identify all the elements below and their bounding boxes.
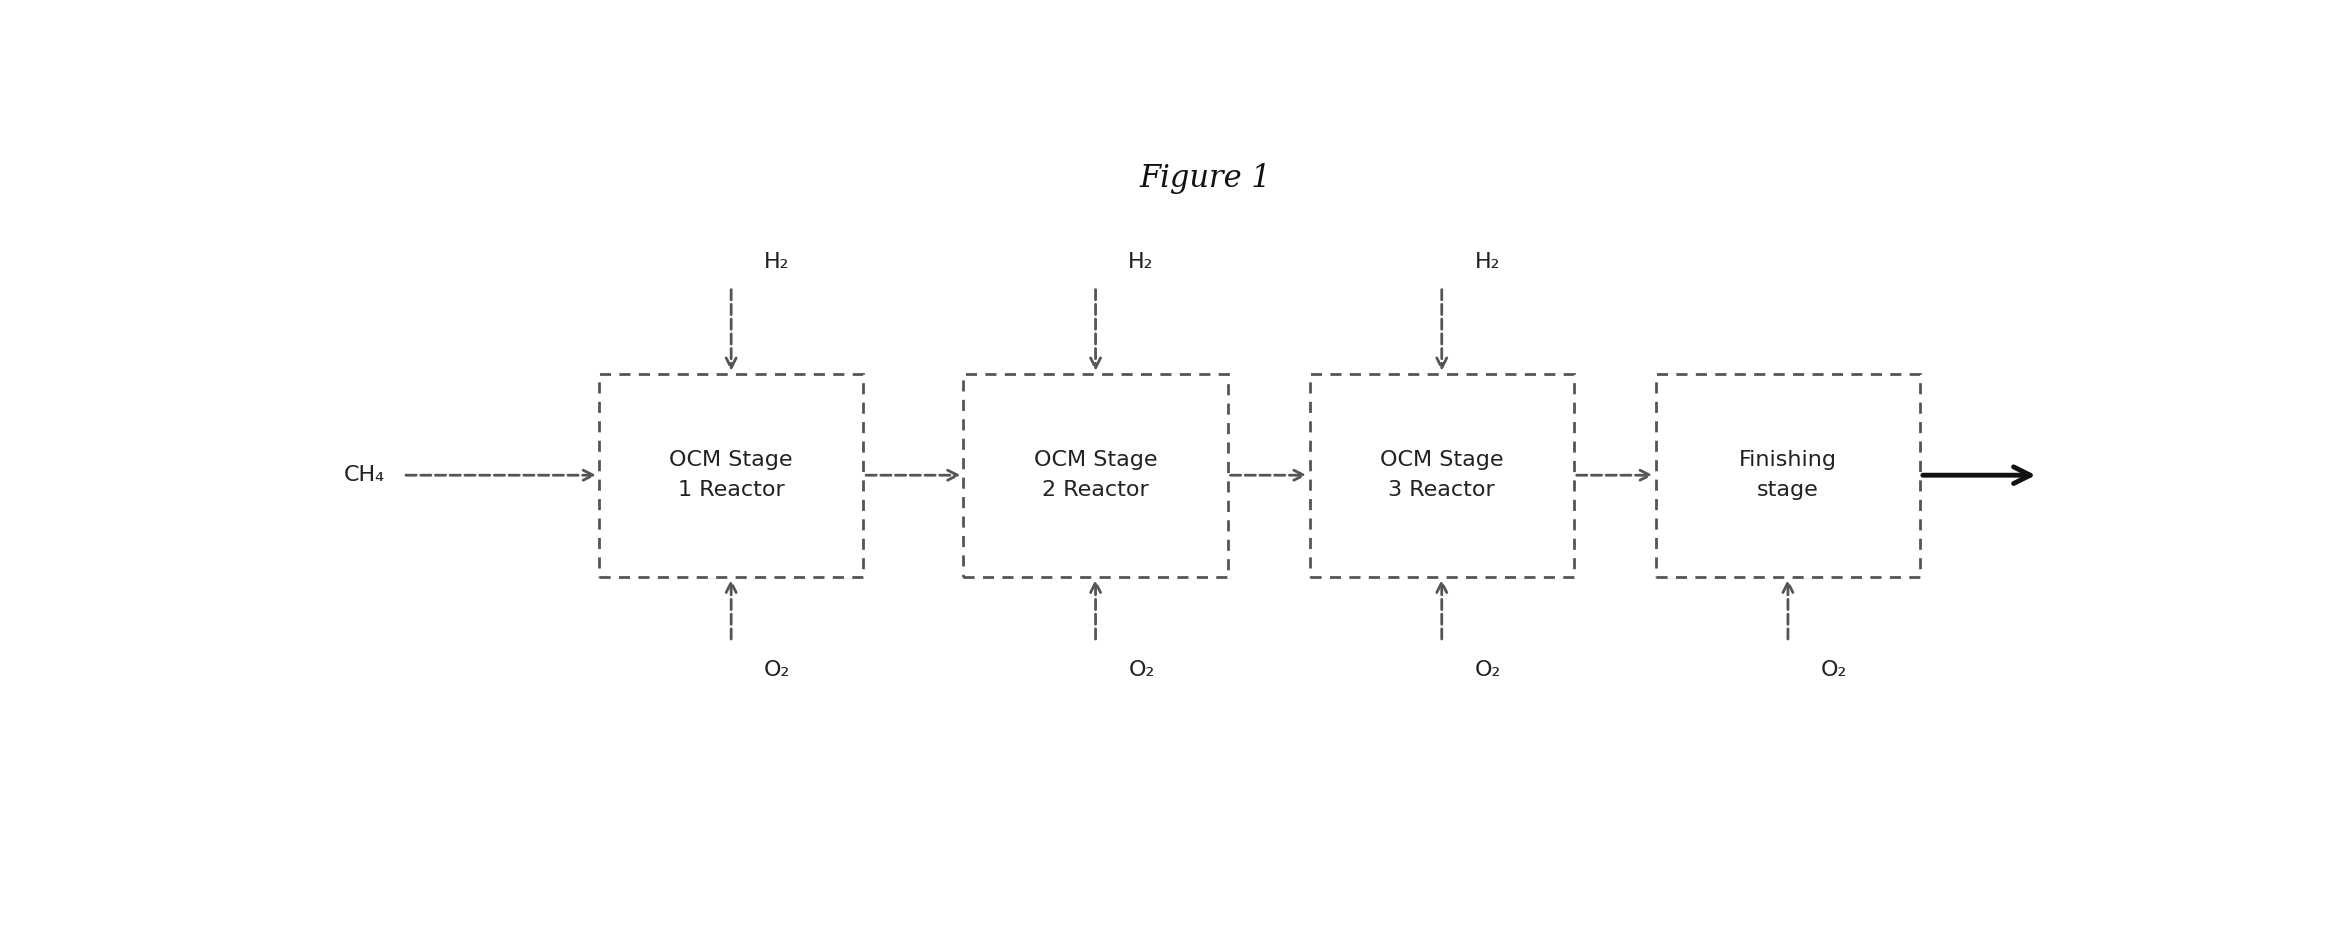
Text: O₂: O₂ <box>1820 660 1848 680</box>
Text: CH₄: CH₄ <box>343 465 386 486</box>
Text: OCM Stage
3 Reactor: OCM Stage 3 Reactor <box>1380 451 1505 500</box>
Bar <box>964 374 1227 577</box>
Bar <box>600 374 863 577</box>
Bar <box>1655 374 1921 577</box>
Text: O₂: O₂ <box>764 660 790 680</box>
Text: H₂: H₂ <box>1474 252 1500 272</box>
Text: H₂: H₂ <box>1128 252 1154 272</box>
Text: OCM Stage
2 Reactor: OCM Stage 2 Reactor <box>1034 451 1157 500</box>
Text: Figure 1: Figure 1 <box>1138 163 1272 194</box>
Text: O₂: O₂ <box>1128 660 1154 680</box>
Text: OCM Stage
1 Reactor: OCM Stage 1 Reactor <box>670 451 792 500</box>
Text: Finishing
stage: Finishing stage <box>1740 451 1836 500</box>
Text: H₂: H₂ <box>764 252 790 272</box>
Text: O₂: O₂ <box>1474 660 1500 680</box>
Bar <box>1310 374 1573 577</box>
